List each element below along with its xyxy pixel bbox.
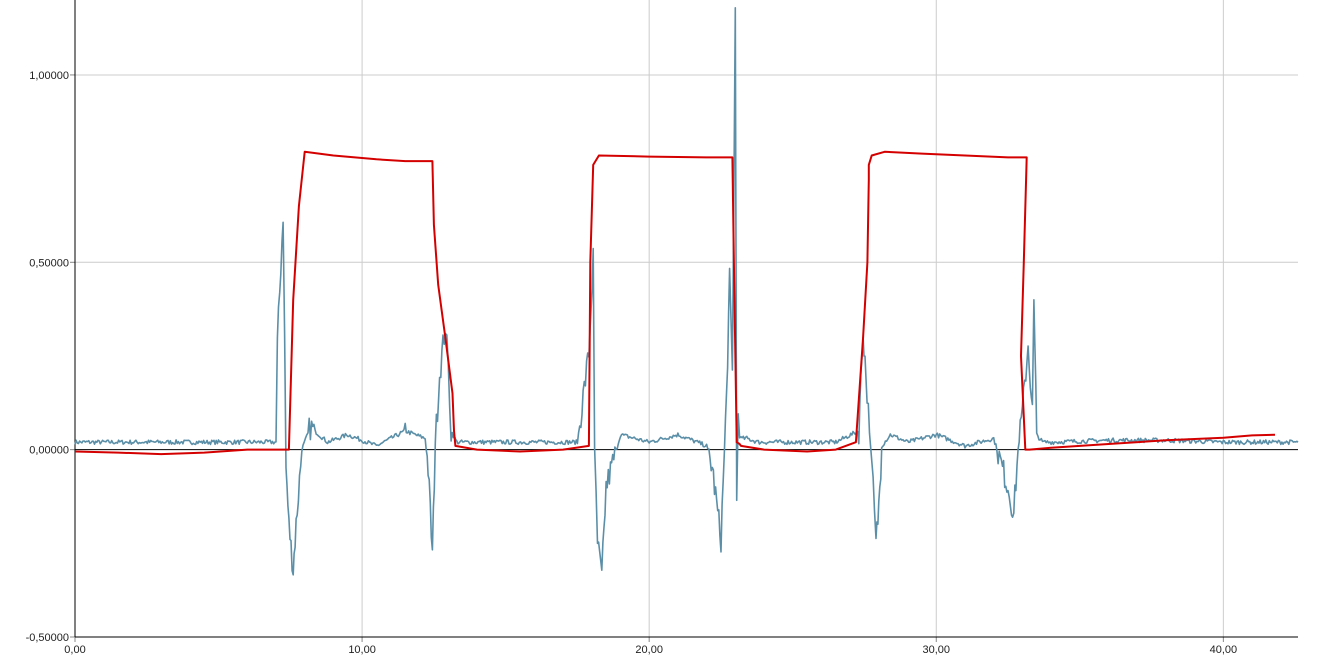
y-tick-label: 0,00000 xyxy=(29,445,69,457)
x-tick-label: 10,00 xyxy=(348,644,376,656)
x-tick-label: 20,00 xyxy=(635,644,663,656)
x-tick-label: 0,00 xyxy=(64,644,85,656)
label-layer: 0,00 10,00 20,00 30,00 40,00 -0,50000 0,00000 0… xyxy=(26,70,1238,656)
signal-series-line xyxy=(74,7,1299,576)
grid-layer xyxy=(75,0,1298,637)
y-tick-label: -0,50000 xyxy=(26,632,69,644)
series-layer xyxy=(74,7,1299,576)
overlay-series-line xyxy=(74,150,1276,456)
axis-layer xyxy=(70,0,1298,642)
x-tick-label: 40,00 xyxy=(1210,644,1238,656)
y-tick-label: 0,50000 xyxy=(29,257,69,269)
x-tick-label: 30,00 xyxy=(923,644,951,656)
y-tick-label: 1,00000 xyxy=(29,70,69,82)
